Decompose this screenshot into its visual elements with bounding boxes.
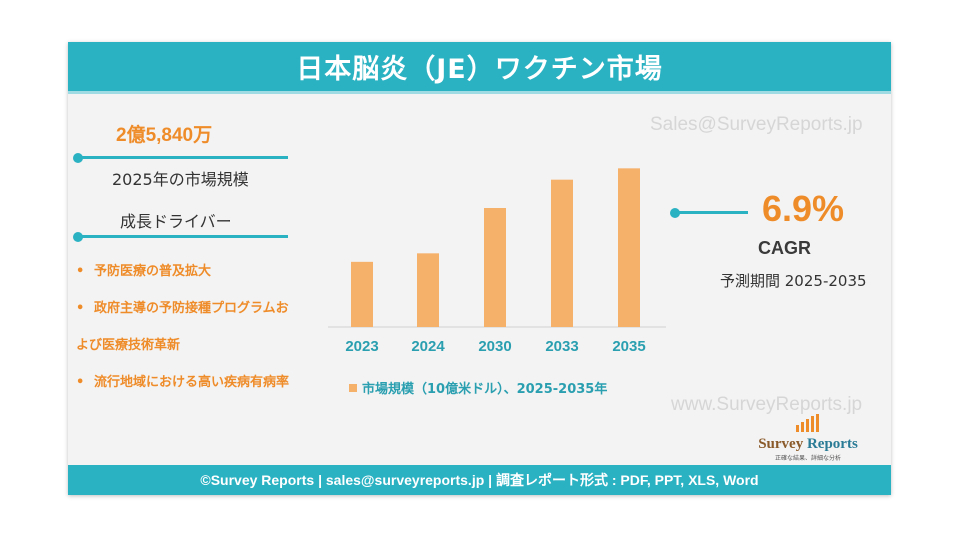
infographic-card: 日本脳炎（JE）ワクチン市場 Sales@SurveyReports.jp ww… bbox=[68, 42, 891, 495]
bar-2030 bbox=[484, 208, 506, 327]
cagr-connector bbox=[674, 211, 748, 214]
x-tick-label: 2030 bbox=[478, 338, 512, 355]
market-size-divider bbox=[76, 156, 288, 159]
survey-reports-logo: Survey Reports 正確な結果、詳細な分析 bbox=[748, 414, 868, 462]
driver-item: • 政府主導の予防接種プログラムお bbox=[76, 299, 366, 318]
bar-2023 bbox=[351, 261, 373, 327]
drivers-list: • 予防医療の普及拡大 • 政府主導の予防接種プログラムお よび医療技術革新 •… bbox=[76, 262, 366, 392]
bar-logo-icon bbox=[796, 414, 819, 432]
x-tick-label: 2035 bbox=[612, 338, 646, 355]
x-tick-label: 2023 bbox=[345, 338, 379, 355]
bullet-icon: • bbox=[76, 264, 85, 279]
footer-text: ©Survey Reports | sales@surveyreports.jp… bbox=[200, 472, 759, 488]
bar-2033 bbox=[551, 179, 573, 327]
logo-tagline: 正確な結果、詳細な分析 bbox=[774, 455, 841, 462]
driver-item: • 流行地域における高い疾病有病率 bbox=[76, 373, 366, 392]
driver-text: 政府主導の予防接種プログラムお bbox=[94, 301, 289, 316]
drivers-heading: 成長ドライバー bbox=[120, 212, 232, 231]
title-banner: 日本脳炎（JE）ワクチン市場 bbox=[68, 42, 891, 94]
logo-brand-name: Survey Reports bbox=[748, 436, 868, 453]
legend-swatch bbox=[349, 383, 357, 392]
bar-2024 bbox=[417, 253, 439, 327]
bullet-icon: • bbox=[76, 375, 85, 390]
driver-text-continued: よび医療技術革新 bbox=[76, 338, 181, 353]
driver-item: • 予防医療の普及拡大 bbox=[76, 262, 366, 281]
forecast-period: 予測期間 2025-2035 bbox=[720, 272, 867, 290]
market-size-label: 2025年の市場規模 bbox=[112, 170, 249, 189]
logo-brand-a: Survey bbox=[758, 436, 804, 452]
bar-chart bbox=[328, 168, 666, 328]
bullet-icon: • bbox=[76, 301, 85, 316]
cagr-label: CAGR bbox=[758, 238, 811, 258]
driver-text: 流行地域における高い疾病有病率 bbox=[94, 375, 290, 390]
x-tick-label: 2024 bbox=[411, 338, 445, 355]
bar-2035 bbox=[618, 168, 640, 327]
legend-label: 市場規模（10億米ドル）、2025-2035年 bbox=[362, 382, 608, 397]
x-tick-label: 2033 bbox=[545, 338, 579, 355]
email-watermark: Sales@SurveyReports.jp bbox=[650, 114, 863, 135]
url-watermark: www.SurveyReports.jp bbox=[671, 394, 863, 415]
market-size-value: 2億5,840万 bbox=[116, 125, 213, 146]
cagr-value: 6.9% bbox=[762, 188, 845, 229]
drivers-divider bbox=[76, 235, 288, 238]
logo-brand-b: Reports bbox=[806, 436, 858, 452]
driver-text: 予防医療の普及拡大 bbox=[94, 264, 212, 279]
chart-legend: 市場規模（10億米ドル）、2025-2035年 bbox=[349, 378, 607, 397]
footer-bar: ©Survey Reports | sales@surveyreports.jp… bbox=[68, 465, 891, 495]
page-title: 日本脳炎（JE）ワクチン市場 bbox=[296, 54, 663, 85]
